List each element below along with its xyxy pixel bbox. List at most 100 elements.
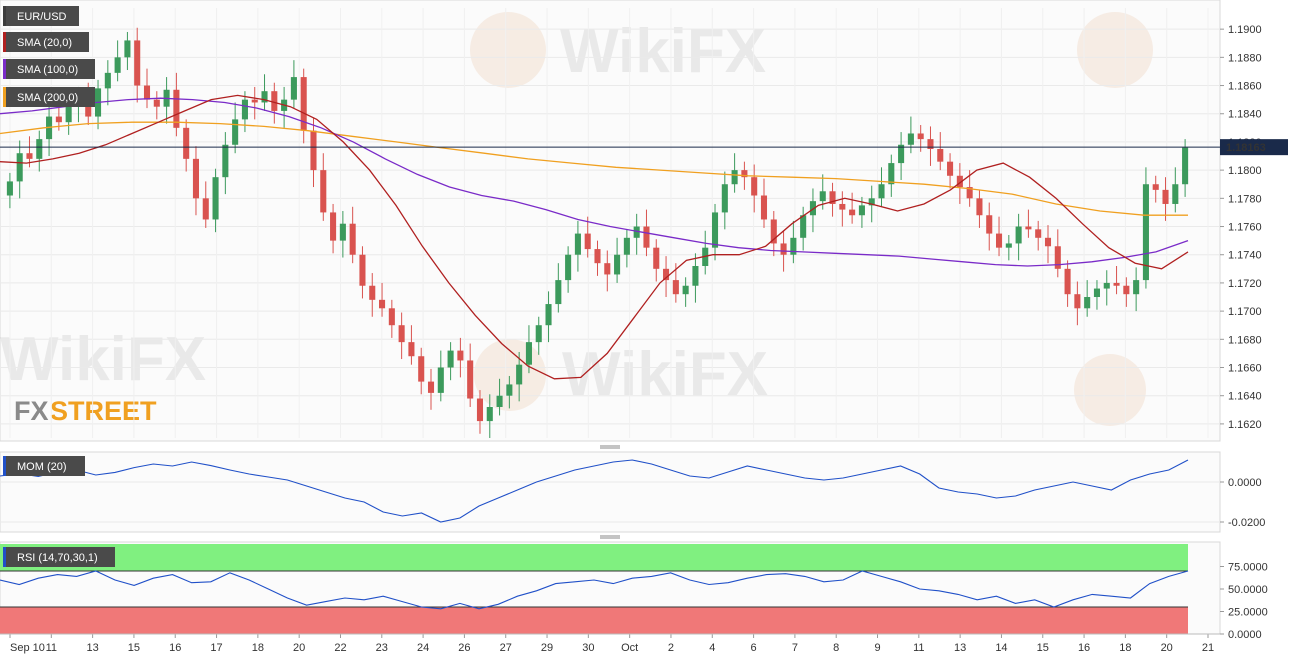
candle-body xyxy=(437,367,444,393)
x-tick-label: 15 xyxy=(1037,642,1049,654)
candle-body xyxy=(594,249,601,264)
y-tick-label: 1.1700 xyxy=(1228,306,1262,318)
candle-body xyxy=(878,184,885,199)
fxstreet-logo: FX STREET xyxy=(14,396,157,426)
candle-body xyxy=(1084,297,1091,309)
x-tick-label: 8 xyxy=(833,642,839,654)
candle-body xyxy=(183,127,190,159)
candle-body xyxy=(663,268,670,281)
x-tick-label: 24 xyxy=(417,642,429,654)
candle-body xyxy=(457,350,464,361)
legend-sma20[interactable]: SMA (20,0) xyxy=(3,32,89,52)
candle-body xyxy=(888,163,895,185)
x-tick-label: Sep 10 xyxy=(10,642,45,654)
sma100-line xyxy=(0,97,1189,267)
svg-text:STREET: STREET xyxy=(50,396,157,426)
svg-text:WikiFX: WikiFX xyxy=(562,340,768,409)
candle-body xyxy=(672,280,679,295)
candle-body xyxy=(359,254,366,286)
moving-averages xyxy=(0,94,1189,380)
candle-body xyxy=(1182,147,1189,185)
sma200-line xyxy=(0,121,1188,216)
candle-body xyxy=(535,325,542,343)
candle-body xyxy=(261,91,268,103)
y-tick-label: 50.0000 xyxy=(1228,584,1268,596)
candle-body xyxy=(947,161,954,176)
rsi-oversold-zone xyxy=(0,607,1188,634)
svg-text:1.18163: 1.18163 xyxy=(1226,142,1266,154)
legend-sma200[interactable]: SMA (200,0) xyxy=(3,87,95,107)
candle-body xyxy=(1162,189,1169,204)
candle-body xyxy=(574,233,581,255)
candle-body xyxy=(1123,285,1130,295)
y-tick-label: 1.1800 xyxy=(1228,165,1262,177)
candle-body xyxy=(1093,288,1100,298)
candle-body xyxy=(555,280,562,305)
candle-body xyxy=(565,254,572,281)
candle-body xyxy=(114,57,121,73)
x-tick-label: 27 xyxy=(500,642,512,654)
x-tick-label: 21 xyxy=(1202,642,1214,654)
candle-body xyxy=(271,91,278,111)
y-tick-label: 1.1720 xyxy=(1228,278,1262,290)
svg-text:EUR/USD: EUR/USD xyxy=(17,11,67,23)
candle-body xyxy=(809,201,816,216)
candle-body xyxy=(251,99,258,103)
candle-body xyxy=(1005,243,1012,248)
candle-body xyxy=(496,395,503,407)
candle-body xyxy=(643,226,650,248)
candle-body xyxy=(604,263,611,275)
candles xyxy=(6,27,1189,438)
candle-body xyxy=(819,191,826,202)
rsi-level-lines xyxy=(0,570,1188,608)
candle-body xyxy=(1074,294,1081,309)
legend-sma100[interactable]: SMA (100,0) xyxy=(3,59,95,79)
x-tick-label: 13 xyxy=(86,642,98,654)
mom-panel xyxy=(0,451,1221,533)
candle-body xyxy=(153,99,160,107)
svg-text:MOM (20): MOM (20) xyxy=(17,461,67,473)
candle-body xyxy=(858,205,865,216)
legend-eurusd[interactable]: EUR/USD xyxy=(3,6,79,26)
candle-body xyxy=(516,364,523,385)
sma20-line xyxy=(0,94,1189,380)
mom-line xyxy=(0,459,1189,523)
candle-body xyxy=(398,325,405,343)
rsi-line xyxy=(0,570,1189,610)
legend-mom[interactable]: MOM (20) xyxy=(3,456,85,476)
y-tick-label: 1.1640 xyxy=(1228,391,1262,403)
axes: 1.19001.18801.18601.18401.18201.18001.17… xyxy=(0,24,1268,654)
candle-body xyxy=(741,170,748,178)
candle-body xyxy=(986,215,993,234)
x-tick-label: 15 xyxy=(128,642,140,654)
candle-body xyxy=(839,203,846,210)
candle-body xyxy=(545,304,552,326)
y-tick-label: 1.1660 xyxy=(1228,363,1262,375)
panel-resize-handle[interactable] xyxy=(600,535,620,539)
candle-body xyxy=(173,89,180,128)
candle-body xyxy=(1103,282,1110,289)
y-tick-label: 1.1620 xyxy=(1228,419,1262,431)
candle-body xyxy=(1064,268,1071,295)
candle-body xyxy=(143,85,151,100)
candle-body xyxy=(202,198,209,220)
candle-body xyxy=(330,212,337,241)
svg-text:RSI (14,70,30,1): RSI (14,70,30,1) xyxy=(17,552,98,564)
candle-body xyxy=(476,398,484,422)
candle-body xyxy=(26,153,33,159)
current-price-tag: 1.18163 xyxy=(1220,139,1288,156)
x-tick-label: 26 xyxy=(458,642,470,654)
legend-rsi[interactable]: RSI (14,70,30,1) xyxy=(3,547,115,567)
y-tick-label: 1.1740 xyxy=(1228,250,1262,262)
y-tick-label: 1.1760 xyxy=(1228,222,1262,234)
candle-body xyxy=(1025,226,1032,230)
candle-body xyxy=(241,99,248,120)
x-tick-label: 11 xyxy=(913,642,924,654)
candle-body xyxy=(525,342,532,365)
x-tick-label: 29 xyxy=(541,642,553,654)
x-tick-label: 18 xyxy=(1119,642,1131,654)
panel-resize-handle[interactable] xyxy=(600,445,620,449)
y-tick-label: 1.1880 xyxy=(1228,52,1262,64)
candle-body xyxy=(1044,237,1052,247)
